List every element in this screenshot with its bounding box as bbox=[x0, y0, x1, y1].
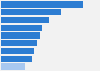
Bar bbox=[1, 32, 40, 39]
Bar bbox=[1, 17, 49, 23]
Bar bbox=[1, 56, 32, 62]
Bar bbox=[1, 9, 61, 15]
Bar bbox=[1, 48, 34, 54]
Bar bbox=[1, 25, 42, 31]
Bar bbox=[1, 1, 83, 8]
Bar bbox=[1, 63, 24, 70]
Bar bbox=[1, 40, 37, 46]
